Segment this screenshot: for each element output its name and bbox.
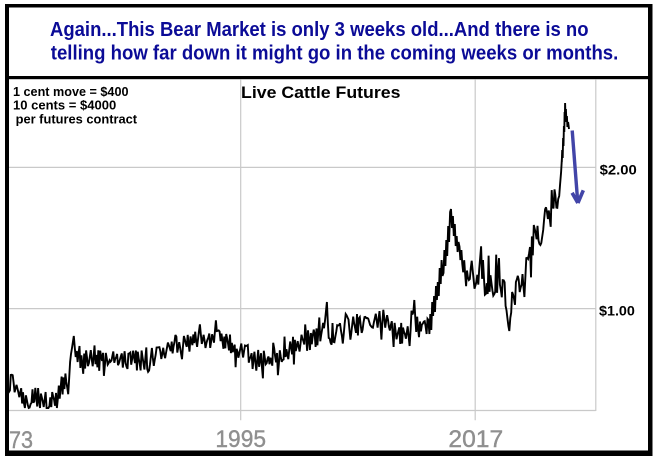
svg-text:2017: 2017 [448,426,503,453]
svg-text:Again...This Bear Market is on: Again...This Bear Market is only 3 weeks… [50,19,589,41]
svg-text:$2.00: $2.00 [600,162,637,178]
svg-text:1995: 1995 [215,426,266,453]
svg-text:per futures contract: per futures contract [16,113,138,127]
svg-text:Live Cattle Futures: Live Cattle Futures [241,83,401,102]
svg-text:telling how far down it might: telling how far down it might go in the … [51,42,619,64]
svg-text:$1.00: $1.00 [599,303,635,319]
svg-text:1 cent move = $400: 1 cent move = $400 [13,85,129,99]
svg-text:10 cents = $4000: 10 cents = $4000 [13,98,116,112]
svg-text:73: 73 [9,427,33,454]
